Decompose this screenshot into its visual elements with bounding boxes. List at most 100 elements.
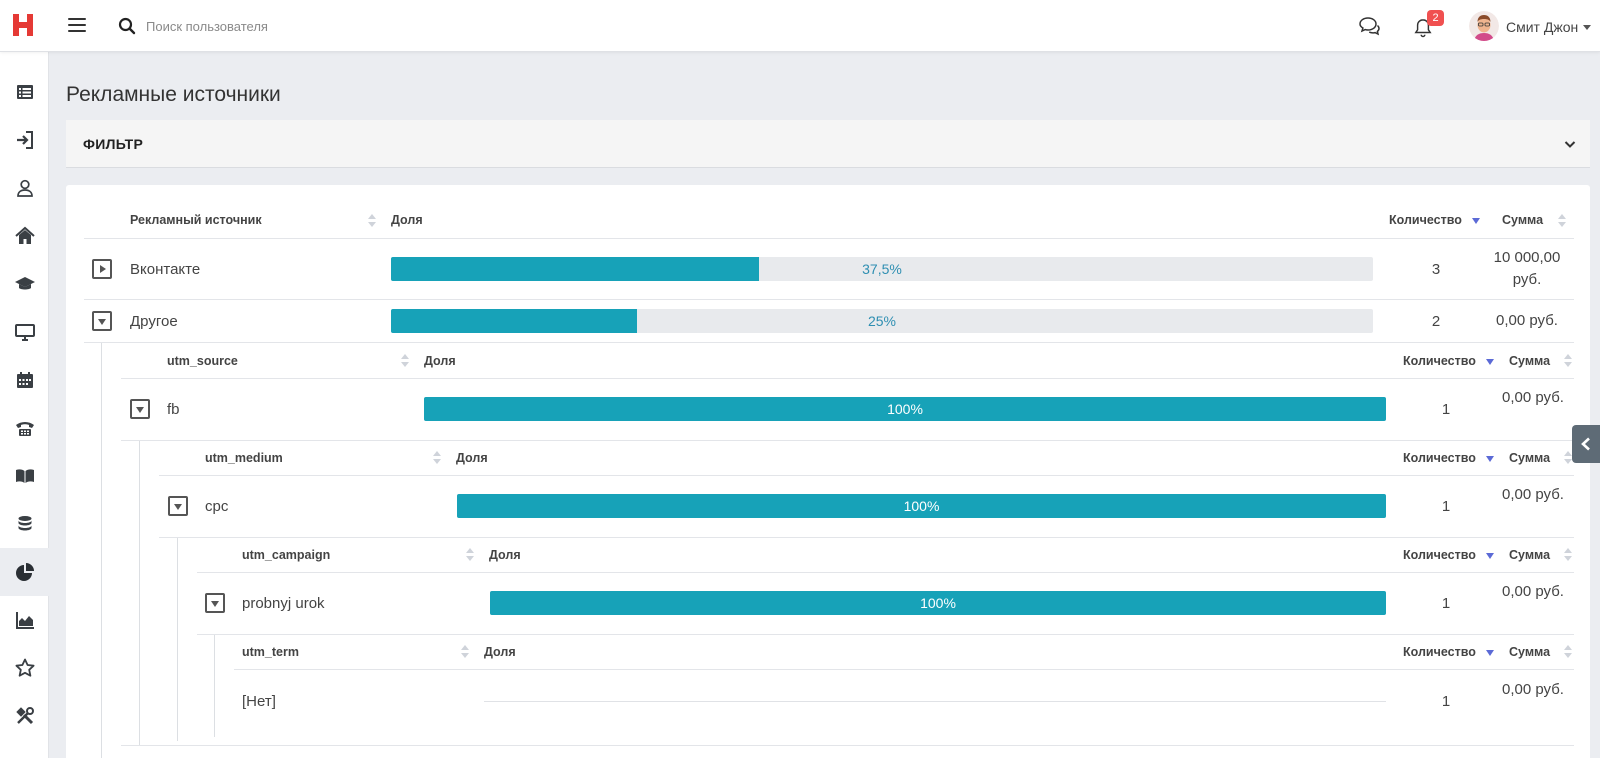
collapse-row-toggle[interactable]: [168, 496, 188, 516]
sidebar-item-home[interactable]: [0, 212, 49, 260]
sort-desc-icon[interactable]: [1486, 646, 1494, 660]
user-icon: [16, 179, 33, 197]
phone-icon: [15, 422, 34, 436]
column-header-share[interactable]: Доля: [424, 354, 456, 368]
book-icon: [15, 469, 34, 483]
collapse-row-toggle[interactable]: [92, 311, 112, 331]
sign-in-icon: [16, 131, 33, 149]
user-menu-caret-icon[interactable]: [1583, 25, 1591, 30]
coins-icon: [18, 516, 31, 531]
sidebar-item-phone[interactable]: [0, 404, 49, 452]
column-header-share[interactable]: Доля: [391, 213, 423, 227]
sidebar-item-finance[interactable]: [0, 500, 49, 548]
column-header-source[interactable]: Рекламный источник: [130, 213, 262, 227]
side-panel-toggle[interactable]: [1572, 425, 1600, 463]
sum-value: 0,00 руб.: [1502, 486, 1564, 503]
source-name: Другое: [130, 313, 178, 330]
sidebar-item-favorites[interactable]: [0, 644, 49, 692]
utm-term-name: [Нет]: [242, 693, 276, 710]
sum-value: 0,00 руб.: [1502, 389, 1564, 406]
column-header-count[interactable]: Количество: [1403, 548, 1476, 562]
filter-title: ФИЛЬТР: [83, 136, 144, 152]
star-icon: [15, 658, 34, 677]
count-value: 3: [1431, 261, 1441, 278]
sort-desc-icon[interactable]: [1472, 214, 1480, 228]
share-label: 25%: [867, 313, 897, 329]
share-bar-fill: [391, 309, 637, 333]
sidebar-item-settings[interactable]: [0, 692, 49, 740]
column-header-count[interactable]: Количество: [1403, 354, 1476, 368]
sidebar-item-analytics[interactable]: [0, 596, 49, 644]
sum-value: 10 000,00 руб.: [1493, 249, 1561, 288]
expand-row-toggle[interactable]: [92, 259, 112, 279]
share-bar-fill: [490, 591, 1386, 615]
column-header-share[interactable]: Доля: [484, 645, 516, 659]
sort-desc-icon[interactable]: [1486, 549, 1494, 563]
notifications-button[interactable]: 2: [1414, 10, 1444, 40]
share-bar: 100%: [490, 591, 1386, 615]
table-row[interactable]: [234, 670, 1574, 730]
sort-icon[interactable]: [1564, 645, 1572, 659]
column-header-share[interactable]: Доля: [489, 548, 521, 562]
bell-icon: [1414, 19, 1432, 38]
chat-icon[interactable]: [1358, 16, 1380, 36]
share-bar: 100%: [457, 494, 1386, 518]
collapse-row-toggle[interactable]: [130, 399, 150, 419]
notification-count-badge: 2: [1427, 10, 1444, 26]
sidebar-item-monitor[interactable]: [0, 308, 49, 356]
share-label: 37,5%: [862, 261, 902, 277]
column-header-share[interactable]: Доля: [456, 451, 488, 465]
column-header-count[interactable]: Количество: [1403, 451, 1476, 465]
sum-value: 0,00 руб.: [1502, 681, 1564, 698]
app-logo[interactable]: [10, 12, 36, 38]
share-bar: 37,5%: [391, 257, 1373, 281]
column-header-count[interactable]: Количество: [1403, 645, 1476, 659]
count-value: 1: [1441, 401, 1451, 418]
column-header-sum[interactable]: Сумма: [1509, 548, 1551, 562]
graduation-cap-icon: [14, 277, 35, 290]
sidebar-item-ad-sources[interactable]: [0, 548, 49, 596]
sort-icon[interactable]: [368, 214, 376, 228]
column-header-count[interactable]: Количество: [1389, 213, 1462, 227]
column-header-sum[interactable]: Сумма: [1509, 354, 1551, 368]
count-value: 1: [1441, 498, 1451, 515]
collapse-row-toggle[interactable]: [205, 593, 225, 613]
sort-icon[interactable]: [401, 354, 409, 368]
sort-icon[interactable]: [1564, 548, 1572, 562]
list-icon: [16, 85, 33, 99]
column-header-sum[interactable]: Сумма: [1509, 645, 1551, 659]
column-header-utm-term[interactable]: utm_term: [242, 645, 299, 659]
sidebar-item-list[interactable]: [0, 68, 49, 116]
sort-desc-icon[interactable]: [1486, 355, 1494, 369]
sort-icon[interactable]: [466, 548, 474, 562]
area-chart-icon: [15, 612, 34, 629]
sidebar-item-calendar[interactable]: [0, 356, 49, 404]
count-value: 1: [1441, 693, 1451, 710]
menu-toggle-icon[interactable]: [68, 18, 86, 34]
sidebar-item-users[interactable]: [0, 164, 49, 212]
share-label: 100%: [920, 595, 956, 611]
sidebar-item-sign-in[interactable]: [0, 116, 49, 164]
share-bar-fill: [457, 494, 1386, 518]
sort-icon[interactable]: [1558, 214, 1566, 228]
sidebar-item-courses[interactable]: [0, 260, 49, 308]
monitor-icon: [14, 324, 35, 341]
user-search-input[interactable]: [146, 14, 446, 38]
sort-icon[interactable]: [1564, 354, 1572, 368]
count-value: 2: [1431, 313, 1441, 330]
column-header-utm-medium[interactable]: utm_medium: [205, 451, 283, 465]
sort-desc-icon[interactable]: [1486, 452, 1494, 466]
utm-campaign-name: probnyj urok: [242, 595, 325, 612]
column-header-utm-source[interactable]: utm_source: [167, 354, 238, 368]
search-icon: [118, 17, 136, 35]
sort-icon[interactable]: [461, 645, 469, 659]
user-name[interactable]: Смит Джон: [1506, 19, 1579, 35]
column-header-sum[interactable]: Сумма: [1509, 451, 1551, 465]
sort-icon[interactable]: [1564, 451, 1572, 465]
column-header-sum[interactable]: Сумма: [1502, 213, 1544, 227]
sort-icon[interactable]: [433, 451, 441, 465]
user-avatar[interactable]: [1469, 11, 1499, 41]
filter-panel-header[interactable]: ФИЛЬТР: [66, 120, 1590, 168]
sidebar-item-book[interactable]: [0, 452, 49, 500]
column-header-utm-campaign[interactable]: utm_campaign: [242, 548, 331, 562]
